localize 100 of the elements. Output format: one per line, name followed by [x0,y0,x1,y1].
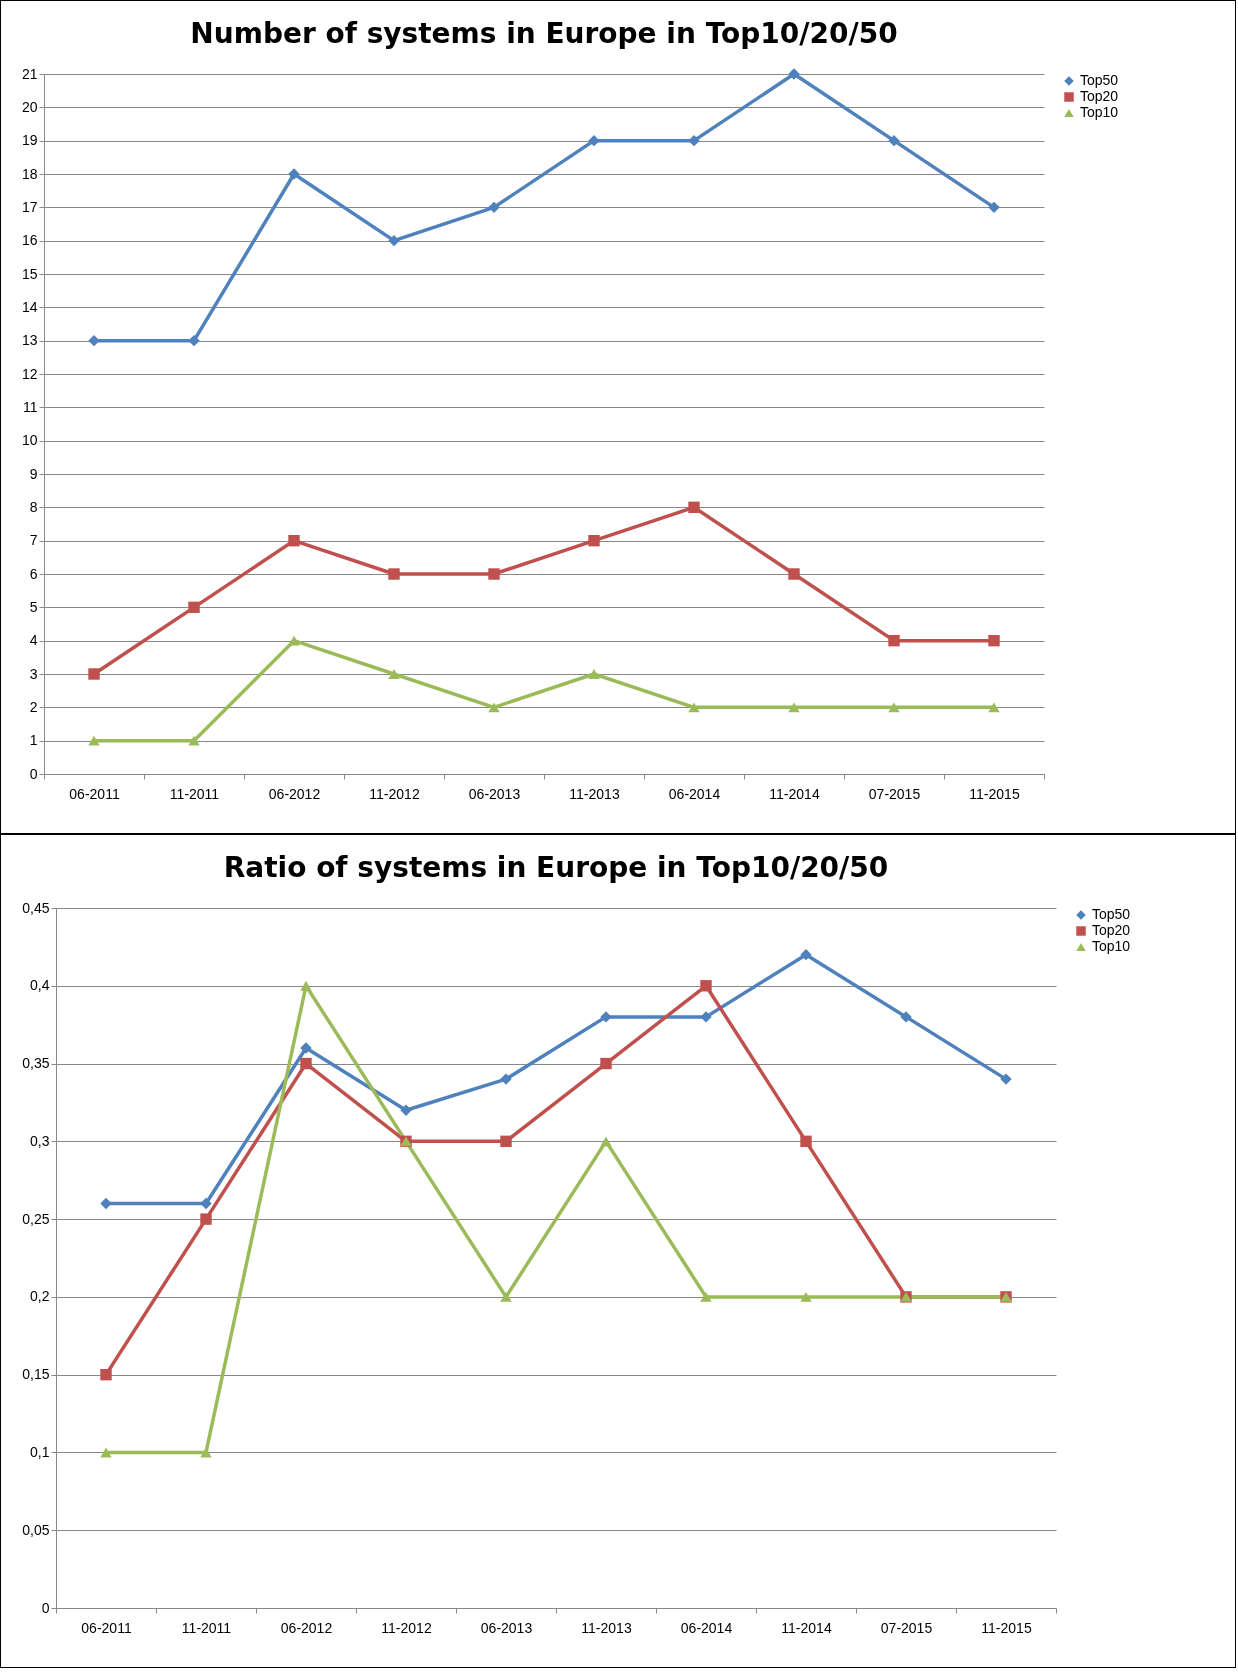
point [700,1011,712,1023]
point [188,601,200,614]
chart-title: Number of systems in Europe in Top10/20/50 [190,17,898,50]
point [500,1291,512,1302]
point [488,201,500,214]
legend-label: Top20 [1092,922,1131,938]
x-tick-label: 06-2012 [268,785,321,802]
y-tick-label: 7 [29,532,38,549]
y-tick-label: 8 [29,498,38,515]
x-tick-label: 06-2011 [81,1619,132,1636]
y-tick-label: 3 [29,665,38,682]
y-tick-label: 5 [29,598,38,615]
x-tick-label: 11-2012 [369,785,420,802]
point [188,334,200,347]
point [688,702,700,713]
y-tick-label: 0,35 [22,1055,50,1072]
point [100,1447,112,1458]
y-tick-label: 19 [21,132,38,149]
point [600,1057,612,1070]
point [600,1136,612,1147]
x-tick-label: 11-2015 [981,1619,1032,1636]
y-tick-label: 0 [41,1599,50,1616]
point [188,735,200,746]
point [388,234,400,247]
point [688,134,700,147]
x-tick-label: 11-2011 [181,1619,232,1636]
y-tick-label: 12 [21,365,38,382]
x-tick-label: 06-2013 [480,1619,533,1636]
y-tick-label: 4 [29,632,38,649]
point [600,1011,612,1023]
legend-label: Top50 [1080,72,1119,88]
x-tick-label: 07-2015 [880,1619,933,1636]
point [688,501,700,514]
x-tick-label: 11-2013 [581,1619,632,1636]
point [100,1368,112,1381]
point [800,1291,812,1302]
point [588,669,600,679]
legend-label: Top10 [1092,938,1131,954]
point [500,1135,512,1148]
point [888,634,900,647]
x-tick-label: 11-2014 [769,785,820,802]
point [788,68,800,80]
legend-label: Top10 [1080,104,1119,120]
legend-label: Top20 [1080,88,1119,104]
x-tick-label: 11-2012 [381,1619,432,1636]
x-tick-label: 06-2013 [468,785,521,802]
y-tick-label: 0,2 [30,1288,50,1305]
y-tick-label: 0,1 [30,1443,50,1460]
point [988,702,1000,713]
y-tick-label: 16 [21,232,38,249]
y-tick-label: 21 [21,65,38,82]
y-tick-label: 1 [29,732,38,749]
point [88,668,100,680]
y-tick-label: 20 [21,98,38,115]
y-tick-label: 14 [21,298,38,315]
point [488,702,500,713]
point [500,1073,512,1085]
point [800,948,812,961]
x-tick-label: 11-2015 [969,785,1020,802]
point [300,1057,312,1070]
x-tick-label: 06-2012 [280,1619,333,1636]
x-tick-label: 06-2011 [69,785,120,802]
point [900,1011,912,1023]
point [988,201,1000,214]
point [700,1291,712,1302]
y-tick-label: 0,25 [22,1210,50,1227]
y-tick-label: 6 [29,565,38,582]
point [88,735,100,746]
y-tick-label: 0 [29,765,38,782]
point [888,134,900,147]
point [588,534,600,547]
y-tick-label: 11 [22,398,38,415]
y-tick-label: 18 [21,165,38,182]
point [788,568,800,580]
point [588,134,600,147]
x-tick-label: 06-2014 [668,785,721,802]
y-tick-label: 0,3 [30,1132,50,1149]
point [388,568,400,580]
point [888,702,900,713]
y-tick-label: 0,15 [22,1366,50,1383]
x-tick-label: 11-2013 [569,785,620,802]
point [288,635,300,646]
x-tick-label: 11-2011 [169,785,220,802]
y-tick-label: 13 [21,332,38,349]
point [700,980,712,992]
y-tick-label: 10 [21,432,38,449]
y-tick-label: 17 [21,198,38,215]
point [88,334,100,347]
legend-label: Top50 [1092,906,1131,922]
point [300,1042,312,1054]
point [288,168,300,180]
y-tick-label: 2 [29,698,38,715]
point [200,1213,212,1225]
y-tick-label: 0,45 [22,899,50,916]
point [300,980,312,991]
y-tick-label: 9 [29,465,38,482]
x-tick-label: 06-2014 [680,1619,733,1636]
x-tick-label: 07-2015 [868,785,921,802]
point [988,634,1000,647]
point [388,669,400,679]
